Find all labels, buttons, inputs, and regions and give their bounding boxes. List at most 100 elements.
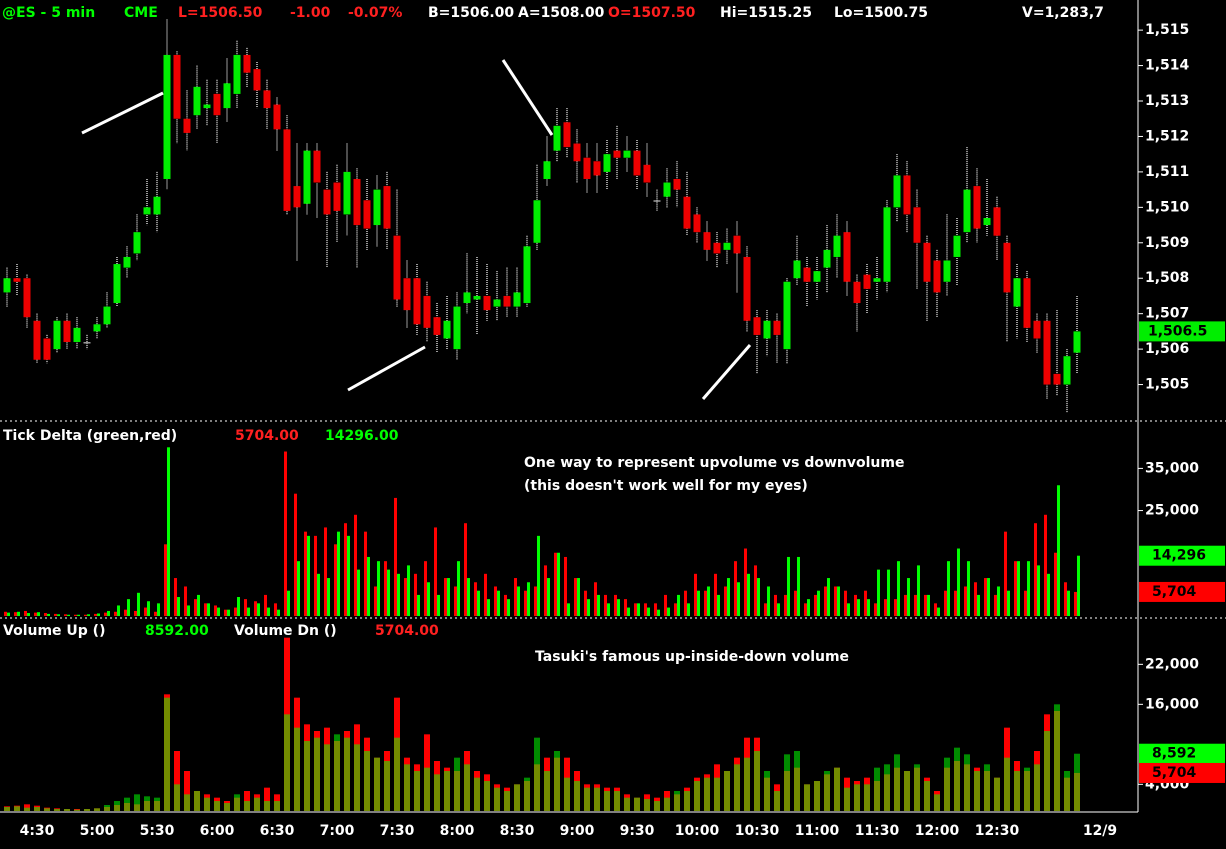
candle-body (943, 260, 951, 282)
volume-bar (587, 599, 590, 616)
volume-bar (847, 603, 850, 616)
volume-bar (1074, 591, 1077, 616)
candle-body (973, 186, 981, 229)
volume-bar (314, 737, 320, 811)
x-tick-label: 11:30 (855, 823, 900, 839)
volume-bar (954, 747, 960, 811)
volume-bar (844, 590, 847, 616)
volume-bar (434, 774, 440, 811)
candle-body (573, 143, 581, 162)
y-tick-label: 1,511 (1145, 164, 1189, 180)
volume-bar (884, 764, 890, 811)
volume-bar (604, 594, 607, 616)
candle-body (183, 118, 191, 133)
last-price-box (1139, 321, 1225, 342)
volume-bar (344, 523, 347, 616)
marks: 4:30 5:00 5:30 6:00 6:30 7:00 7:30 8:00 8:30 9:00… (3, 19, 1081, 839)
volume-bar (457, 561, 460, 616)
volume-bar (54, 809, 60, 811)
volume-bar (434, 527, 437, 616)
volume-bar (367, 556, 370, 616)
volume-bar (87, 614, 90, 616)
candle-body (823, 249, 831, 268)
volume-bar (887, 569, 890, 616)
volume-bar (37, 612, 40, 616)
candle-body (353, 178, 361, 226)
volume-bar (354, 514, 357, 616)
volume-bar (274, 801, 280, 811)
x-tick-label: 12:00 (915, 823, 960, 839)
candle-body (733, 235, 741, 254)
volume-bar (777, 603, 780, 616)
volume-bar (127, 599, 130, 616)
volume-bar (27, 613, 30, 616)
volume-bar (547, 578, 550, 616)
volume-bar (874, 767, 880, 811)
volume-bar (64, 614, 67, 616)
candle-body (883, 207, 891, 282)
x-tick-label: 7:00 (320, 823, 355, 839)
y-tick-label: 1,505 (1145, 377, 1189, 393)
candle-body (633, 150, 641, 176)
volume-bar (247, 607, 250, 616)
header-item: V=1,283,7 (1022, 5, 1104, 21)
volume-bar (177, 597, 180, 616)
volume-bar (227, 609, 230, 616)
volume-bar (344, 737, 350, 811)
volume-bar (604, 791, 610, 811)
volume-bar (964, 586, 967, 616)
volume-bar (577, 578, 580, 616)
volume-bar (347, 535, 350, 616)
volume-bar (67, 614, 70, 616)
volume-bar (564, 777, 570, 811)
y-tick-label: 35,000 (1145, 460, 1199, 476)
candle-body (443, 320, 451, 339)
volume-bar (997, 586, 1000, 616)
candle-body (403, 278, 411, 311)
volume-bar (287, 590, 290, 616)
volume-bar (914, 764, 920, 811)
volume-bar (704, 590, 707, 616)
volume-bar (647, 607, 650, 616)
candle-body (33, 320, 41, 360)
candle-body (1033, 320, 1041, 339)
volume-bar (414, 573, 417, 616)
candle-body (723, 242, 731, 250)
volume-bar (764, 771, 770, 811)
candle-body (143, 207, 151, 215)
volume-bar (534, 737, 540, 811)
volume-bar (814, 781, 820, 811)
candle-body (223, 83, 231, 109)
volume-bar (1017, 561, 1020, 616)
volume-bar (267, 607, 270, 616)
volume-bar (827, 578, 830, 616)
volume-bar (1054, 704, 1060, 811)
volume-bar (724, 586, 727, 616)
x-tick-label: 10:00 (675, 823, 720, 839)
annotation-line (81, 91, 164, 135)
volume-bar (284, 451, 287, 616)
header-item: -1.00 (290, 5, 331, 21)
volume-bar (144, 607, 147, 616)
candle-body (783, 281, 791, 350)
volume-bar (234, 607, 237, 616)
candle-body (263, 90, 271, 109)
volume-bar (327, 578, 330, 616)
candle-body (1063, 356, 1071, 385)
candle-body (803, 267, 811, 282)
volume-bar (597, 594, 600, 616)
volume-bar (117, 605, 120, 616)
volume-bar (704, 777, 710, 811)
volume-bar (557, 552, 560, 616)
volume-bar (444, 771, 450, 811)
y-tick-label: 1,512 (1145, 128, 1189, 144)
volume-bar (304, 741, 310, 811)
candle-body (153, 196, 161, 215)
candle-body (253, 69, 261, 91)
volume-bar (1057, 485, 1060, 616)
volume-bar (334, 734, 340, 811)
volume-bar (634, 603, 637, 616)
volume-bar (624, 599, 627, 616)
volume-bar (317, 573, 320, 616)
volume-bar (484, 781, 490, 811)
